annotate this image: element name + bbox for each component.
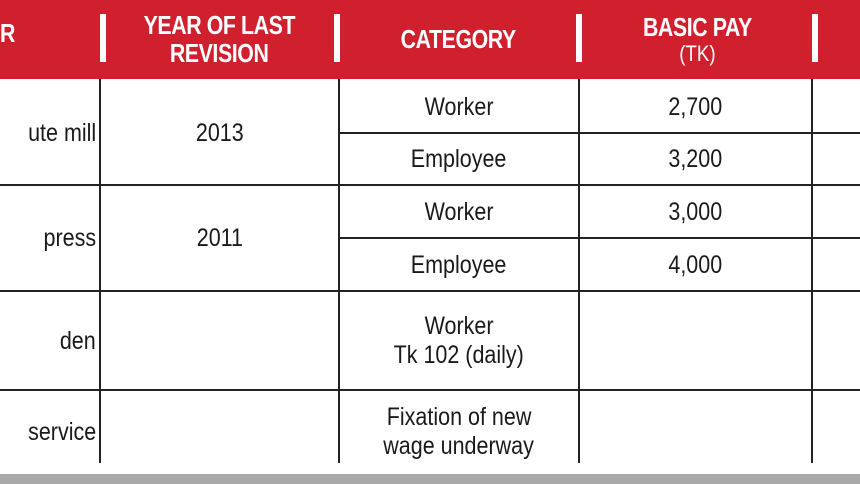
row-divider (0, 389, 860, 391)
column-divider (338, 79, 340, 463)
header-year-of-last-revision: YEAR OF LAST REVISION (143, 10, 295, 68)
table-row-3-sector: den (60, 326, 96, 355)
table-row-1-category-1: Worker (424, 92, 494, 121)
column-divider (811, 79, 813, 463)
table-row-2-year: 2011 (196, 224, 243, 252)
header-separator (812, 14, 818, 62)
header-separator (334, 14, 340, 62)
table-row-2-sector: press (43, 224, 96, 252)
table-row-3-category: Worker Tk 102 (daily) (393, 311, 525, 369)
table-row-4-sector: service (27, 418, 96, 446)
header-separator (576, 14, 582, 62)
table-row-2-pay-1: 3,000 (668, 197, 723, 226)
subrow-divider (338, 132, 860, 134)
table-row-1-pay-2: 3,200 (668, 145, 723, 173)
table-row-1-category-2: Employee (411, 145, 507, 173)
table-row-1-year: 2013 (195, 118, 244, 147)
subrow-divider (338, 237, 860, 239)
header-basic-pay: BASIC PAY (TK) (642, 12, 752, 66)
header-category: CATEGORY (400, 23, 516, 54)
column-divider (99, 79, 101, 463)
table-row-2-pay-2: 4,000 (668, 250, 723, 279)
row-divider (0, 184, 860, 186)
table-row-1-pay-1: 2,700 (668, 92, 723, 121)
header-sector-label: R (0, 18, 16, 48)
table-row-1-sector: ute mill (27, 118, 96, 147)
table-row-4-category: Fixation of new wage underway (383, 403, 535, 460)
footer-bar (0, 474, 860, 484)
column-divider (578, 79, 580, 463)
row-divider (0, 290, 860, 292)
table-header: R YEAR OF LAST REVISION CATEGORY BASIC P… (0, 0, 860, 79)
table-row-2-category-1: Worker (424, 197, 494, 226)
header-separator (100, 14, 106, 62)
table-row-2-category-2: Employee (411, 250, 507, 279)
